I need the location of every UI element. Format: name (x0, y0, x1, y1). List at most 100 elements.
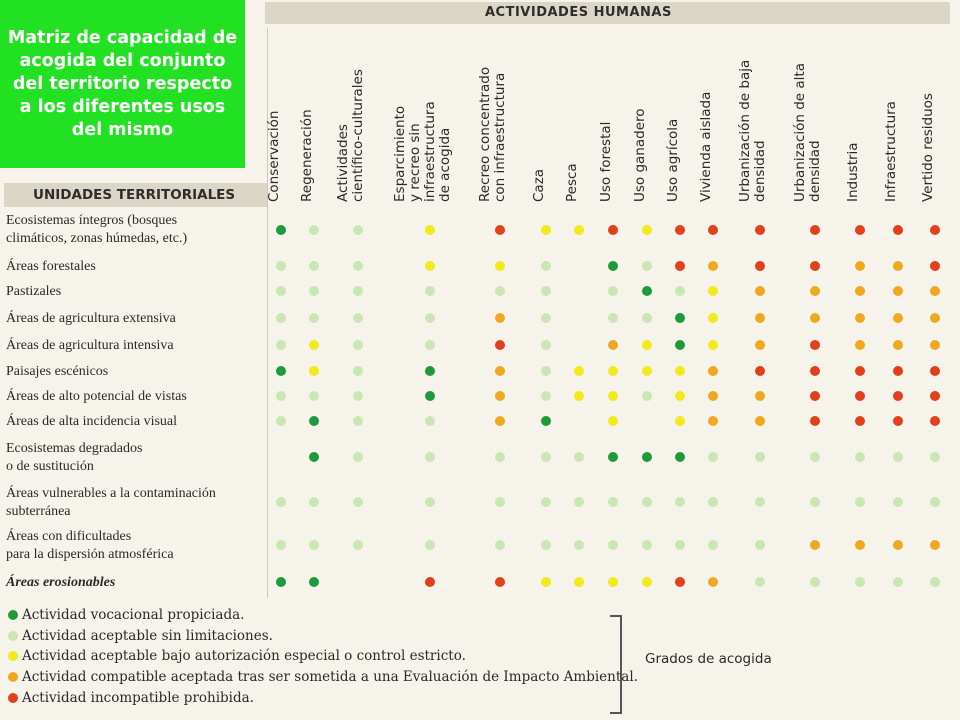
grade-dot (608, 340, 618, 350)
grade-dot (675, 286, 685, 296)
grade-dot (855, 540, 865, 550)
grade-dot (893, 366, 903, 376)
column-header-label: Regeneración (299, 109, 315, 202)
grade-dot (425, 313, 435, 323)
grade-dot (708, 452, 718, 462)
grade-dot (642, 497, 652, 507)
grade-dot (810, 261, 820, 271)
grade-dot (642, 261, 652, 271)
grade-dot (541, 261, 551, 271)
legend-item: Actividad compatible aceptada tras ser s… (22, 669, 638, 685)
grade-dot (425, 225, 435, 235)
grade-dot (608, 416, 618, 426)
grade-dot (309, 286, 319, 296)
grade-dot (675, 225, 685, 235)
grade-dot (708, 577, 718, 587)
grade-dot (810, 391, 820, 401)
grade-dot (276, 391, 286, 401)
row-label: Áreas forestales (6, 259, 96, 274)
grade-dot (755, 391, 765, 401)
grade-dot (810, 286, 820, 296)
column-header-label: Urbanización de alta densidad (792, 63, 823, 202)
grade-dot (893, 416, 903, 426)
grade-dot (755, 416, 765, 426)
grade-dot (353, 540, 363, 550)
grade-dot (425, 391, 435, 401)
grade-dot (755, 452, 765, 462)
grade-dot (810, 497, 820, 507)
grade-dot (495, 452, 505, 462)
grade-dot (855, 261, 865, 271)
grade-dot (675, 261, 685, 271)
units-band (4, 183, 268, 207)
grade-dot (425, 452, 435, 462)
grade-dot (675, 452, 685, 462)
grade-dot (353, 225, 363, 235)
legend-bracket (610, 615, 622, 714)
grade-dot (608, 366, 618, 376)
legend-dot (8, 651, 18, 661)
grade-dot (855, 313, 865, 323)
grade-dot (541, 416, 551, 426)
column-header-label: Uso agrícola (665, 118, 681, 202)
grade-dot (608, 286, 618, 296)
grade-dot (353, 286, 363, 296)
grade-dot (855, 366, 865, 376)
grade-dot (755, 313, 765, 323)
grade-dot (353, 416, 363, 426)
legend-dot (8, 693, 18, 703)
grade-dot (309, 540, 319, 550)
column-header-label: Infraestructura (883, 101, 899, 202)
grade-dot (574, 366, 584, 376)
legend-dot (8, 631, 18, 641)
row-label: Ecosistemas íntegros (bosques climáticos… (6, 213, 188, 246)
column-header-label: Vertido residuos (920, 93, 936, 202)
grade-dot (755, 340, 765, 350)
grade-dot (495, 391, 505, 401)
grade-dot (309, 577, 319, 587)
grade-dot (276, 416, 286, 426)
grade-dot (574, 577, 584, 587)
grade-dot (276, 313, 286, 323)
grade-dot (276, 225, 286, 235)
grade-dot (893, 452, 903, 462)
grade-dot (675, 366, 685, 376)
grade-dot (755, 286, 765, 296)
grade-dot (608, 225, 618, 235)
row-label: Áreas de alto potencial de vistas (6, 389, 187, 404)
grade-dot (425, 261, 435, 271)
grade-dot (495, 313, 505, 323)
grade-dot (642, 286, 652, 296)
grade-dot (810, 340, 820, 350)
grade-dot (574, 391, 584, 401)
grade-dot (675, 577, 685, 587)
grade-dot (755, 261, 765, 271)
legend-dot (8, 610, 18, 620)
grade-dot (353, 452, 363, 462)
grade-dot (930, 540, 940, 550)
grade-dot (608, 391, 618, 401)
row-label: Ecosistemas degradados o de sustitución (6, 441, 143, 474)
grade-dot (574, 452, 584, 462)
grade-dot (541, 497, 551, 507)
grade-dot (541, 340, 551, 350)
grade-dot (425, 577, 435, 587)
column-header-label: Actividades científico-culturales (335, 69, 366, 202)
grade-dot (893, 261, 903, 271)
page-title: Matriz de capacidad de acogida del conju… (0, 0, 245, 168)
grade-dot (353, 340, 363, 350)
grade-dot (930, 452, 940, 462)
column-header-label: Urbanización de baja densidad (737, 59, 768, 202)
grade-dot (642, 577, 652, 587)
grade-dot (276, 497, 286, 507)
grade-dot (541, 540, 551, 550)
grade-dot (893, 577, 903, 587)
grade-dot (893, 313, 903, 323)
grade-dot (708, 286, 718, 296)
grade-dot (893, 391, 903, 401)
grade-dot (276, 366, 286, 376)
grade-dot (541, 225, 551, 235)
column-header-label: Industria (845, 142, 861, 202)
header-band (265, 2, 950, 24)
grade-dot (708, 225, 718, 235)
